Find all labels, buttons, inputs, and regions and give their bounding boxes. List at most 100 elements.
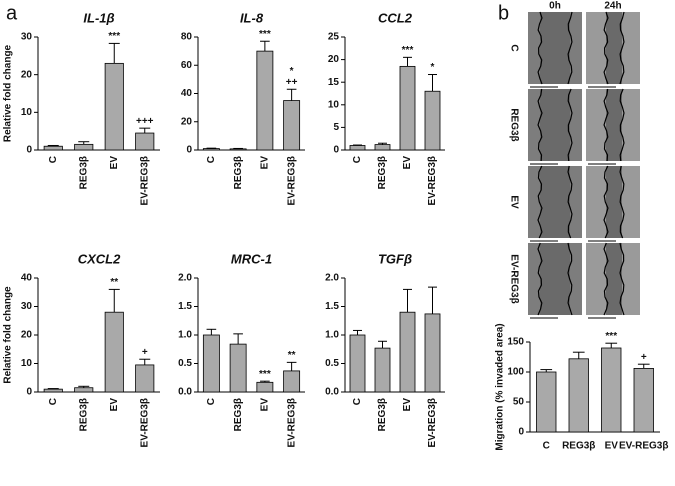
wound-edge xyxy=(619,242,625,316)
error-bar xyxy=(403,56,412,67)
y-tick-label: 40 xyxy=(181,88,193,99)
error-bar xyxy=(260,380,270,383)
bar xyxy=(202,148,220,151)
y-tick-label: 0 xyxy=(186,145,192,156)
error-bar xyxy=(286,361,297,371)
y-tick-label: 5 xyxy=(333,122,339,133)
x-tick-label: EV xyxy=(109,156,120,170)
significance-label: ** xyxy=(110,277,118,288)
x-tick-label: C xyxy=(48,156,59,163)
significance-label: ++ xyxy=(286,77,298,88)
x-tick-label: C xyxy=(352,156,363,163)
x-tick-label: EV-REG3β xyxy=(139,156,150,205)
bar xyxy=(536,371,557,433)
y-tick-label: 1.5 xyxy=(325,301,339,312)
wound-edge xyxy=(567,88,573,162)
wound-area xyxy=(540,89,570,161)
bar xyxy=(135,132,155,151)
bar xyxy=(424,313,441,393)
image-row-label: EV-REG3β xyxy=(508,254,519,303)
significance-label: *** xyxy=(259,29,271,40)
y-tick-label: 1.5 xyxy=(178,301,192,312)
bar xyxy=(229,148,247,151)
y-tick-label: 0.5 xyxy=(325,358,339,369)
wound-area xyxy=(606,89,622,161)
y-tick-label: 0.5 xyxy=(178,358,192,369)
y-tick-label: 40 xyxy=(21,273,33,284)
error-bar xyxy=(206,328,217,335)
wound-edge xyxy=(537,242,543,316)
bar xyxy=(74,387,94,393)
y-tick-label: 80 xyxy=(181,32,193,43)
y-tick-label: 0 xyxy=(26,387,32,398)
bar xyxy=(601,347,622,433)
chart-title: IL-1β xyxy=(83,10,114,25)
image-column-label: 24h xyxy=(604,1,621,12)
image-row-label: EV xyxy=(508,195,519,209)
wound-area xyxy=(606,243,622,315)
bar xyxy=(43,145,63,151)
image-column-label: 0h xyxy=(549,1,561,12)
x-tick-label: EV xyxy=(260,156,271,170)
significance-label: * xyxy=(431,62,435,73)
significance-label: + xyxy=(641,352,647,363)
image-row-label: C xyxy=(508,44,519,51)
bar xyxy=(374,347,391,393)
x-tick-label: EV xyxy=(402,398,413,412)
y-tick-label: 10 xyxy=(21,107,33,118)
error-bar xyxy=(428,286,437,314)
error-bar xyxy=(353,329,362,335)
panel-label: b xyxy=(498,2,509,24)
wound-area xyxy=(540,12,570,84)
error-bar xyxy=(605,342,618,348)
chart-title: CCL2 xyxy=(378,10,413,25)
x-tick-label: C xyxy=(206,156,217,163)
chart-title: MRC-1 xyxy=(231,251,272,266)
error-bar xyxy=(572,351,585,359)
error-bar xyxy=(47,144,59,147)
x-tick-label: EV-REG3β xyxy=(427,156,438,205)
wound-edge xyxy=(537,165,543,239)
bar xyxy=(349,145,366,151)
x-tick-label: EV xyxy=(402,156,413,170)
x-tick-label: EV-REG3β xyxy=(139,398,150,447)
y-tick-label: 15 xyxy=(328,77,340,88)
y-tick-label: 20 xyxy=(181,116,193,127)
y-tick-label: 0.0 xyxy=(325,387,339,398)
wound-edge xyxy=(567,11,573,85)
significance-label: + xyxy=(142,347,148,358)
x-tick-label: REG3β xyxy=(233,398,244,431)
x-tick-label: EV xyxy=(260,398,271,412)
bar xyxy=(74,143,94,151)
error-bar xyxy=(403,288,412,313)
wound-edge xyxy=(603,165,609,239)
y-tick-label: 20 xyxy=(21,330,33,341)
bar xyxy=(568,358,589,433)
bar xyxy=(104,62,124,151)
bar xyxy=(283,100,301,151)
chart-title: TGFβ xyxy=(378,251,412,266)
bar xyxy=(399,65,416,151)
significance-label: *** xyxy=(605,331,617,342)
x-tick-label: REG3β xyxy=(377,398,388,431)
wound-edge xyxy=(603,88,609,162)
y-tick-label: 0.0 xyxy=(178,387,192,398)
x-tick-label: REG3β xyxy=(377,156,388,189)
bar xyxy=(256,381,274,393)
error-bar xyxy=(108,42,120,64)
y-tick-label: 20 xyxy=(328,54,340,65)
wound-area xyxy=(606,12,622,84)
y-tick-label: 100 xyxy=(507,367,524,378)
wound-edge xyxy=(537,88,543,162)
x-tick-label: EV-REG3β xyxy=(619,441,668,452)
error-bar xyxy=(139,127,151,134)
bar xyxy=(256,50,274,151)
y-tick-label: 30 xyxy=(21,301,33,312)
wound-area xyxy=(540,166,570,238)
significance-label: * xyxy=(290,66,294,77)
bar xyxy=(202,334,220,393)
y-tick-label: 0 xyxy=(518,427,524,438)
y-tick-label: 0 xyxy=(333,145,339,156)
y-tick-label: 150 xyxy=(507,337,524,348)
wound-area xyxy=(540,243,570,315)
